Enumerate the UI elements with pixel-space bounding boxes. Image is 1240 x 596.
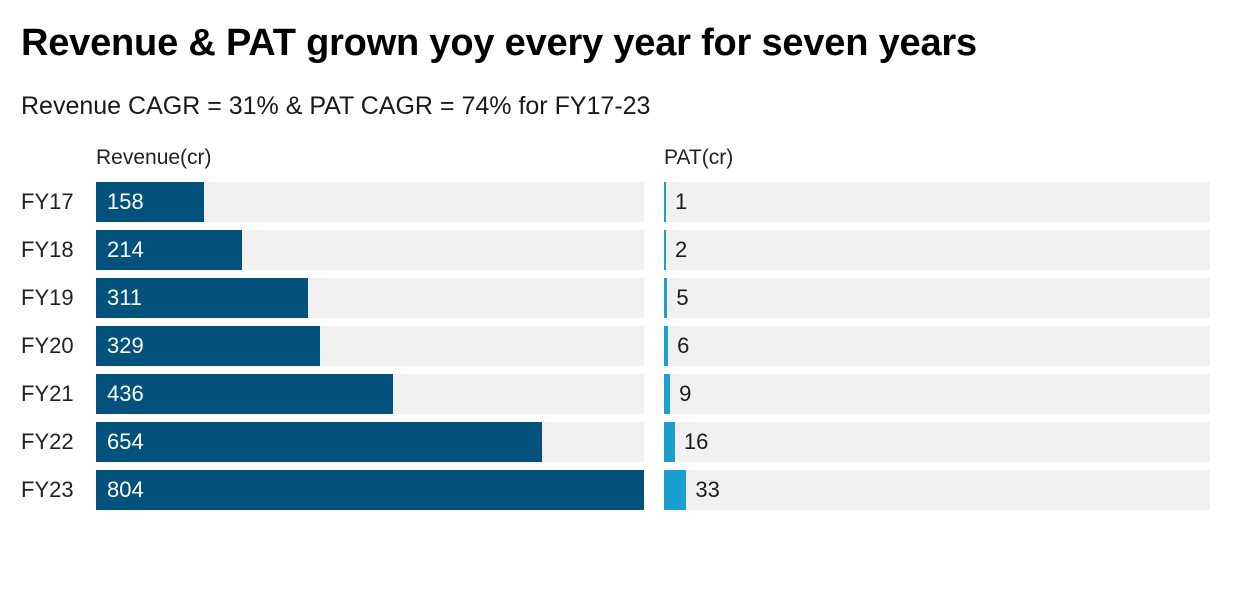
revenue-value-label: 436 [107,381,144,406]
pat-bar-fy18 [664,230,666,270]
pat-value-label: 9 [679,381,692,406]
pat-value-label: 6 [677,333,690,358]
revenue-bar-track: 329 [96,326,644,366]
pat-bar-fy22 [664,422,675,462]
pat-bar-fy19 [664,278,668,318]
pat-bar-fy21 [664,374,671,414]
revenue-panel-header: Revenue(cr) [96,146,212,169]
revenue-bar-track: 654 [96,422,644,462]
revenue-value-label: 329 [107,333,144,358]
pat-value-label: 2 [675,237,688,262]
revenue-bar-track: 214 [96,230,644,270]
revenue-bar-fy20 [96,326,321,366]
category-label-fy22: FY22 [21,429,74,454]
revenue-bar-fy17 [96,182,204,222]
revenue-bar-fy19 [96,278,308,318]
chart-subtitle: Revenue CAGR = 31% & PAT CAGR = 74% for … [21,92,651,120]
revenue-bar-track: 158 [96,182,644,222]
revenue-bar-track: 804 [96,470,644,510]
category-label-fy17: FY17 [21,189,74,214]
pat-value-label: 1 [675,189,688,214]
revenue-value-label: 311 [107,285,143,310]
category-label-fy18: FY18 [21,237,74,262]
revenue-bar-track: 311 [96,278,644,318]
revenue-value-label: 158 [107,189,144,214]
category-label-fy20: FY20 [21,333,74,358]
pat-bar-fy23 [664,470,687,510]
pat-bar-track: 33 [664,470,1210,510]
revenue-value-label: 654 [107,429,144,454]
revenue-bar-fy22 [96,422,542,462]
revenue-value-label: 804 [107,477,144,502]
revenue-bar-fy23 [96,470,644,510]
pat-bar-fy20 [664,326,669,366]
pat-bar-track: 9 [664,374,1210,414]
category-label-fy19: FY19 [21,285,74,310]
revenue-value-label: 214 [107,237,144,262]
pat-bar-track: 2 [664,230,1210,270]
pat-value-label: 5 [676,285,689,310]
revenue-bar-fy21 [96,374,394,414]
pat-bar-fy17 [664,182,666,222]
revenue-bar-track: 436 [96,374,644,414]
pat-bar-track: 16 [664,422,1210,462]
pat-value-label: 33 [695,477,720,502]
revenue-bar-fy18 [96,230,242,270]
pat-bar-track: 6 [664,326,1210,366]
category-label-fy21: FY21 [21,381,74,406]
pat-value-label: 16 [683,429,709,454]
category-label-fy23: FY23 [21,477,74,502]
chart-title: Revenue & PAT grown yoy every year for s… [21,22,977,64]
pat-bar-track: 1 [664,182,1210,222]
pat-bar-track: 5 [664,278,1210,318]
pat-panel-header: PAT(cr) [664,146,734,169]
